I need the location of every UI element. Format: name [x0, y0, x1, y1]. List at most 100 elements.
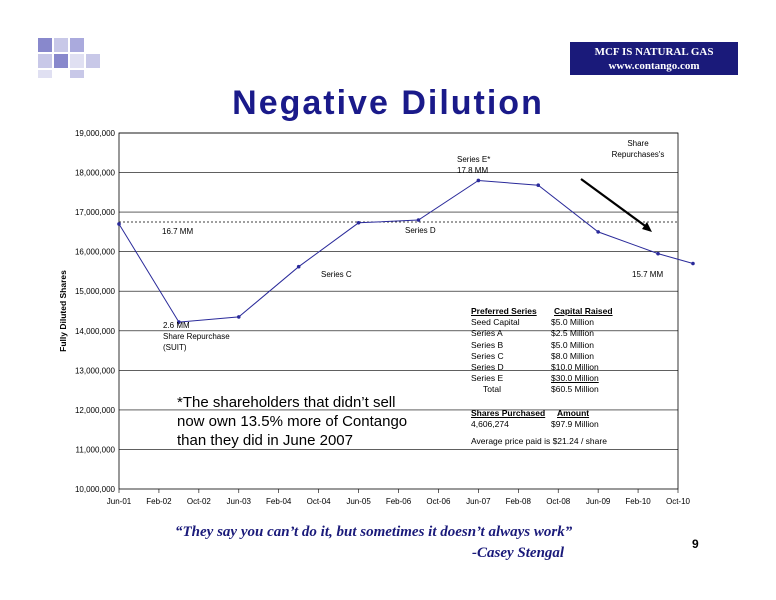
x-tick-label: Jun-01 — [107, 497, 132, 506]
series-name: Series D — [471, 361, 504, 372]
shareholder-callout: *The shareholders that didn’t sell now o… — [177, 393, 447, 450]
series-line — [118, 179, 694, 323]
annotation-line: 17.8 MM — [457, 166, 488, 175]
annotation-line: Share Repurchase — [163, 332, 230, 341]
data-point — [177, 320, 181, 324]
annotation-line: Repurchases's — [612, 150, 665, 159]
x-tick-label: Jun-03 — [227, 497, 252, 506]
series-amount: $5.0 Million — [551, 339, 594, 350]
y-tick-label: 16,000,000 — [75, 248, 116, 257]
annotation-line: 15.7 MM — [632, 270, 663, 279]
repurchase-arrow — [580, 178, 649, 229]
annotation-line: Series C — [321, 270, 352, 279]
series-name: Series B — [471, 339, 504, 350]
preferred-row: Series D $10.0 Million — [471, 361, 599, 373]
annotation: Series D — [405, 226, 436, 235]
annotation-line: (SUIT) — [163, 343, 187, 352]
x-tick-label: Oct-10 — [666, 497, 691, 506]
preferred-series-table: Preferred Series Capital Raised Seed Cap… — [471, 306, 613, 396]
preferred-row: Seed Capital $5.0 Million — [471, 317, 594, 328]
y-tick-label: 17,000,000 — [75, 208, 116, 217]
shares-purchased-header: Shares Purchased — [471, 408, 546, 418]
preferred-row: Series C $8.0 Million — [471, 350, 594, 362]
callout-line-1: *The shareholders that didn’t sell — [177, 394, 396, 411]
x-tick-label: Feb-02 — [146, 497, 172, 506]
annotation-line: Series D — [405, 226, 436, 235]
preferred-row: Series B $5.0 Million — [471, 339, 594, 351]
annotation: Series E* 17.8 MM — [457, 155, 490, 175]
brand-tagline: MCF IS NATURAL GAS — [594, 46, 714, 58]
annotation-line: Series E* — [457, 155, 490, 164]
shares-amount: $97.9 Million — [551, 419, 599, 430]
y-tick-label: 11,000,000 — [76, 445, 116, 454]
y-tick-label: 14,000,000 — [75, 327, 116, 336]
y-tick-label: 10,000,000 — [75, 485, 116, 494]
data-point — [296, 264, 301, 269]
data-point — [416, 218, 421, 222]
series-name: Seed Capital — [471, 317, 520, 328]
data-point — [236, 315, 241, 319]
x-tick-label: Feb-10 — [625, 497, 651, 506]
x-tick-label: Oct-06 — [426, 497, 451, 506]
x-tick-label: Feb-08 — [506, 497, 532, 506]
page-number: 9 — [692, 537, 699, 551]
series-amount: $2.5 Million — [551, 328, 594, 339]
annotation: 2.6 MM Share Repurchase (SUIT) — [163, 321, 230, 352]
shares-purchased-table: Shares Purchased Amount 4,606,274 $97.9 … — [471, 408, 607, 448]
preferred-row: Series A $2.5 Million — [471, 328, 594, 339]
annotation-line: 2.6 MM — [163, 321, 190, 330]
annotation: Series C — [321, 270, 352, 279]
series-name: Series E — [471, 373, 504, 384]
x-tick-label: Oct-04 — [307, 497, 332, 506]
data-point — [691, 261, 695, 266]
series-amount: $10.0 Million — [551, 361, 599, 372]
capital-raised-header: Capital Raised — [554, 306, 613, 316]
callout-line-3: than they did in June 2007 — [177, 432, 353, 449]
preferred-series-header: Preferred Series — [471, 306, 537, 316]
annotation: 16.7 MM — [162, 227, 193, 236]
amount-header: Amount — [557, 408, 590, 418]
data-point — [536, 183, 541, 188]
brand-banner: MCF IS NATURAL GAS www.contango.com — [570, 42, 738, 75]
annotation: Share Repurchases's — [612, 139, 665, 159]
data-point — [476, 178, 481, 183]
logo-decoration — [38, 38, 128, 78]
y-axis-label: Fully Diluted Shares — [58, 270, 68, 352]
series-name: Series C — [471, 350, 504, 361]
series-amount: $30.0 Million — [551, 373, 599, 384]
data-point — [656, 251, 660, 256]
annotation-line: 16.7 MM — [162, 227, 193, 236]
shares-count: 4,606,274 — [471, 419, 509, 430]
series-name: Series A — [471, 328, 503, 339]
annotation-line: Share — [627, 139, 649, 148]
series-name: Total — [483, 384, 501, 395]
series-amount: $5.0 Million — [551, 317, 594, 328]
average-price: Average price paid is $21.24 / share — [471, 436, 607, 447]
x-tick-label: Jun-07 — [466, 497, 491, 506]
data-point — [596, 230, 600, 234]
x-tick-label: Jun-05 — [346, 497, 371, 506]
preferred-row: Total $60.5 Million — [471, 384, 599, 395]
quote-author: -Casey Stengal — [472, 545, 565, 561]
x-tick-label: Feb-06 — [386, 497, 412, 506]
data-point — [117, 222, 121, 226]
callout-line-2: now own 13.5% more of Contango — [177, 413, 408, 430]
brand-url: www.contango.com — [608, 60, 700, 72]
x-tick-label: Feb-04 — [266, 497, 292, 506]
series-amount: $60.5 Million — [551, 384, 599, 395]
y-tick-label: 19,000,000 — [75, 129, 116, 138]
arrow-head — [642, 222, 652, 232]
y-tick-label: 18,000,000 — [75, 169, 116, 178]
x-tick-label: Jun-09 — [586, 497, 611, 506]
data-point — [356, 220, 361, 225]
x-tick-label: Oct-02 — [187, 497, 212, 506]
quote: “They say you can’t do it, but sometimes… — [175, 524, 573, 540]
page-title: Negative Dilution — [232, 84, 544, 122]
annotation: 15.7 MM — [632, 270, 663, 279]
preferred-row: Series E $30.0 Million — [471, 373, 599, 384]
series-amount: $8.0 Million — [551, 350, 594, 361]
y-tick-label: 12,000,000 — [75, 406, 116, 415]
y-tick-label: 15,000,000 — [75, 287, 116, 296]
x-tick-label: Oct-08 — [546, 497, 571, 506]
